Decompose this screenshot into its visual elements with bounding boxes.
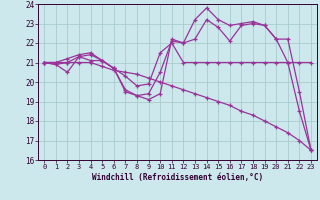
X-axis label: Windchill (Refroidissement éolien,°C): Windchill (Refroidissement éolien,°C) [92, 173, 263, 182]
